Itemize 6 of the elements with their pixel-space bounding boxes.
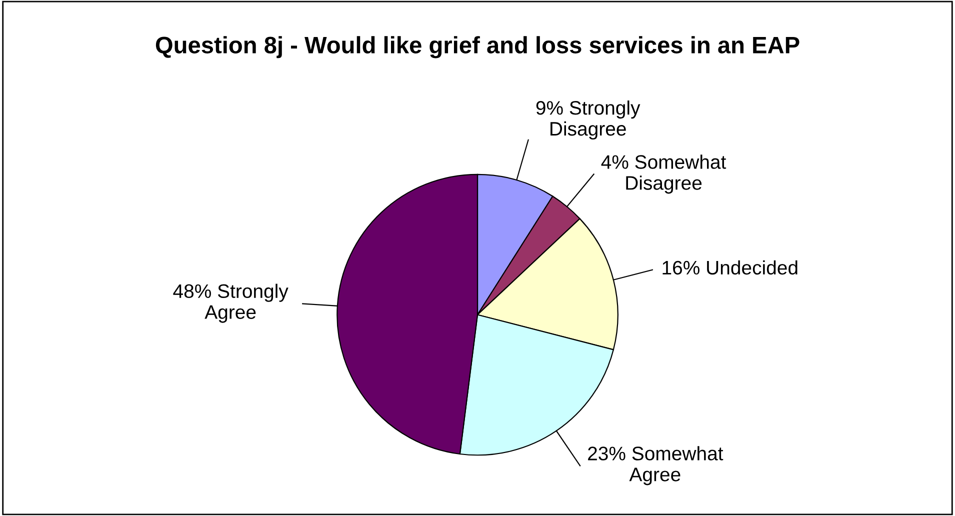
chart-title: Question 8j - Would like grief and loss services in an EAP xyxy=(156,36,800,58)
slice-label: 4% Somewhat Disagree xyxy=(601,154,726,194)
slice-label: 9% Strongly Disagree xyxy=(536,100,640,140)
slice-label: 48% Strongly Agree xyxy=(173,284,288,323)
slice-label: 16% Undecided xyxy=(662,260,798,275)
slice-label: 23% Somewhat Agree xyxy=(588,446,724,486)
